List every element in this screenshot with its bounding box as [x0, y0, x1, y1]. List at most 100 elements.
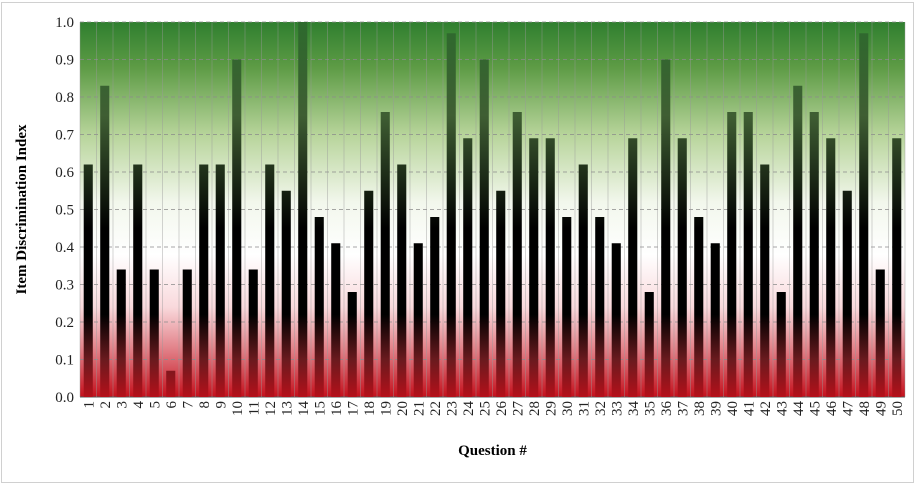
- x-tick-label: 33: [609, 401, 625, 416]
- bar-question-38: [694, 217, 704, 397]
- x-tick-label: 16: [329, 401, 345, 417]
- bar-question-3: [116, 269, 126, 397]
- bar-question-39: [710, 243, 720, 397]
- bar-question-17: [347, 292, 357, 397]
- bar-question-32: [595, 217, 605, 397]
- y-tick-label: 0.6: [55, 165, 74, 181]
- x-tick-label: 21: [411, 401, 427, 416]
- bar-question-22: [430, 217, 440, 397]
- y-tick-label: 0.4: [55, 240, 74, 256]
- bar-question-9: [215, 164, 225, 397]
- x-tick-label: 32: [593, 401, 609, 416]
- bar-question-7: [182, 269, 192, 397]
- x-tick-label: 38: [692, 401, 708, 416]
- x-tick-label: 43: [774, 401, 790, 416]
- bar-question-40: [727, 112, 737, 397]
- x-tick-label: 45: [807, 401, 823, 416]
- x-tick-label: 27: [510, 401, 526, 417]
- x-tick-label: 13: [279, 401, 295, 416]
- bar-question-11: [248, 269, 258, 397]
- x-tick-label: 12: [263, 401, 279, 416]
- bar-question-50: [892, 138, 902, 397]
- bars: [83, 22, 902, 397]
- x-tick-label: 37: [675, 401, 691, 417]
- y-tick-label: 0.0: [55, 390, 74, 406]
- y-tick-label: 0.5: [55, 203, 74, 219]
- bar-question-14: [298, 22, 308, 397]
- bar-question-1: [83, 164, 93, 397]
- x-tick-label: 28: [527, 401, 543, 416]
- x-tick-label: 35: [642, 401, 658, 416]
- y-axis-ticks: 0.0 0.1 0.2 0.3 0.4 0.5 0.6 0.7 0.8 0.9 1.0: [55, 15, 74, 406]
- bar-question-25: [479, 59, 489, 397]
- x-tick-label: 9: [213, 401, 229, 409]
- bar-question-45: [809, 112, 819, 397]
- bar-question-16: [331, 243, 341, 397]
- x-tick-label: 39: [708, 401, 724, 416]
- bar-question-5: [149, 269, 159, 397]
- y-tick-label: 0.9: [55, 53, 74, 69]
- bar-question-19: [380, 112, 390, 397]
- bar-question-36: [661, 59, 671, 397]
- x-tick-label: 30: [560, 401, 576, 416]
- bar-question-10: [232, 59, 242, 397]
- x-tick-label: 15: [312, 401, 328, 416]
- bar-question-15: [314, 217, 324, 397]
- bar-question-44: [793, 85, 803, 397]
- y-tick-label: 0.8: [55, 90, 74, 106]
- bar-question-31: [578, 164, 588, 397]
- bar-question-29: [545, 138, 555, 397]
- x-tick-label: 46: [824, 401, 840, 417]
- x-tick-label: 5: [147, 401, 163, 409]
- bar-question-21: [413, 243, 423, 397]
- x-tick-label: 34: [626, 401, 642, 417]
- x-tick-label: 10: [230, 401, 246, 416]
- x-tick-label: 8: [197, 401, 213, 409]
- bar-question-20: [397, 164, 407, 397]
- bar-question-27: [512, 112, 522, 397]
- bar-question-18: [364, 190, 374, 397]
- bar-question-4: [133, 164, 143, 397]
- bar-question-2: [100, 85, 110, 397]
- x-tick-label: 18: [362, 401, 378, 416]
- x-tick-label: 36: [659, 401, 675, 417]
- x-tick-label: 49: [873, 401, 889, 416]
- bar-question-33: [611, 243, 621, 397]
- bar-question-37: [677, 138, 687, 397]
- y-tick-label: 0.3: [55, 278, 74, 294]
- x-tick-label: 17: [345, 401, 361, 417]
- x-tick-label: 19: [378, 401, 394, 416]
- bar-question-42: [760, 164, 770, 397]
- bar-question-12: [265, 164, 275, 397]
- x-tick-label: 26: [494, 401, 510, 417]
- x-tick-label: 48: [857, 401, 873, 416]
- x-tick-label: 50: [890, 401, 906, 416]
- x-tick-label: 11: [246, 401, 262, 415]
- x-tick-label: 20: [395, 401, 411, 416]
- y-axis-title: Item Discrimination Index: [14, 124, 30, 294]
- x-tick-label: 24: [461, 401, 477, 417]
- x-tick-label: 2: [98, 401, 114, 409]
- x-tick-label: 25: [477, 401, 493, 416]
- bar-question-49: [875, 269, 885, 397]
- bar-question-43: [776, 292, 786, 397]
- x-tick-label: 42: [758, 401, 774, 416]
- x-tick-label: 1: [81, 401, 97, 409]
- bar-question-28: [529, 138, 539, 397]
- x-tick-label: 47: [840, 401, 856, 417]
- x-tick-label: 4: [131, 401, 147, 409]
- y-tick-label: 0.2: [55, 315, 74, 331]
- bar-question-6: [166, 370, 176, 397]
- bar-question-46: [826, 138, 836, 397]
- x-tick-label: 23: [444, 401, 460, 416]
- bar-question-35: [644, 292, 654, 397]
- bar-question-48: [859, 33, 869, 397]
- x-tick-label: 29: [543, 401, 559, 416]
- x-tick-label: 7: [180, 401, 196, 409]
- x-axis-ticks: 1 2 3 4 5 6 7 8 9 10 11 12 13 14 15 16 17 18 19 20 21 22 23 24 2…: [81, 401, 906, 417]
- x-tick-label: 22: [428, 401, 444, 416]
- bar-question-8: [199, 164, 209, 397]
- x-tick-label: 44: [791, 401, 807, 417]
- x-tick-label: 31: [576, 401, 592, 416]
